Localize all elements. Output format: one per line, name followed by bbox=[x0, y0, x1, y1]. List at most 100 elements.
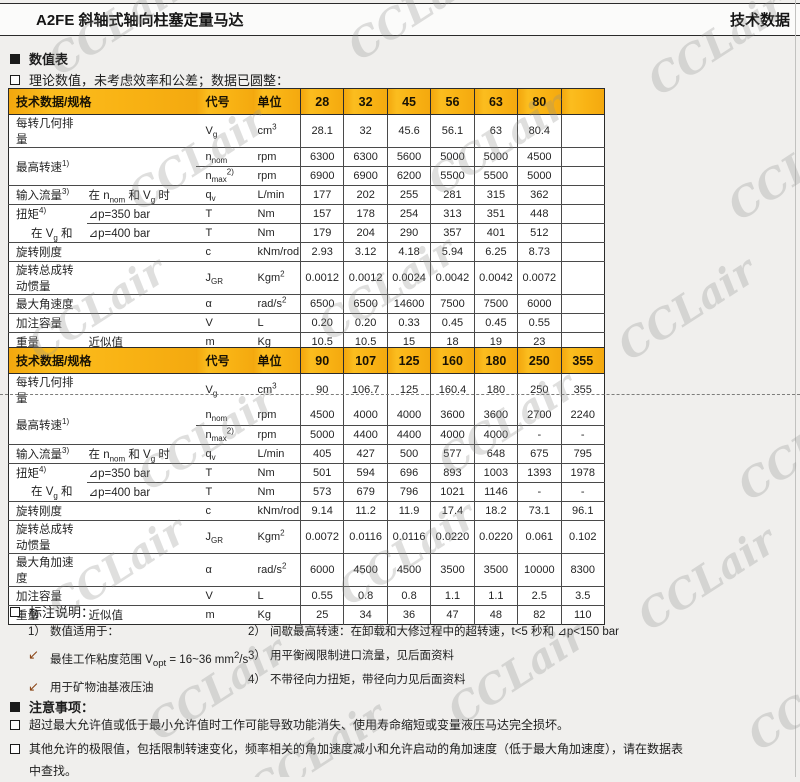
value-cell: 17.4 bbox=[430, 500, 475, 520]
value-cell: 0.45 bbox=[430, 313, 475, 333]
row-sublabel bbox=[86, 552, 196, 586]
unit-cell: Kg bbox=[252, 332, 301, 352]
value-cell: 5600 bbox=[386, 147, 431, 167]
value-cell: 4000 bbox=[430, 424, 475, 444]
table-row: 重量 近似值 m Kg 25 34 36 47 48 82 110 bbox=[8, 604, 605, 624]
value-cell: 180 bbox=[473, 373, 518, 406]
table-row: 最高转速1) nnom rpm 4500 4000 4000 3600 3600 2700 224… bbox=[9, 406, 605, 432]
value-cell: 254 bbox=[386, 204, 431, 224]
table-row: 最大角速度 α rad/s2 6500 6500 14600 7500 7500 6000 bbox=[8, 294, 605, 314]
value-cell: 2.5 bbox=[517, 585, 562, 605]
value-cell: 0.0024 bbox=[386, 261, 431, 295]
value-cell: 0.8 bbox=[386, 585, 431, 605]
value-cell: 11.9 bbox=[386, 500, 431, 520]
value-cell: 6000 bbox=[517, 294, 562, 314]
notice-text: 其他允许的极限值，包括限制转速变化，频率相关的角加速度减小和允许启动的角加速度（… bbox=[29, 742, 684, 778]
row-sublabel: ⊿p=350 bar bbox=[86, 204, 196, 224]
unit-cell: cm3 bbox=[257, 381, 277, 396]
value-cell: 0.0042 bbox=[430, 261, 475, 295]
value-cell: 6500 bbox=[299, 294, 344, 314]
value-cell: 0.102 bbox=[560, 519, 605, 553]
footnote-item: 3） 用平衡阀限制进口流量，见后面资料 bbox=[248, 649, 619, 663]
row-sublabel: 近似值 bbox=[86, 604, 196, 624]
value-cell: 0.0012 bbox=[343, 261, 388, 295]
table-row: 扭矩4) ⊿p=350 bar T Nm 501 594 696 893 1003 1393 197… bbox=[8, 462, 605, 482]
value-cell: 4400 bbox=[343, 424, 388, 444]
open-square-icon bbox=[10, 74, 20, 85]
watermark-text: CCLair bbox=[719, 106, 800, 231]
column-header-symbol: 代号 bbox=[195, 347, 253, 374]
table-row: 每转几何排量 Vg cm3 28.1 32 45.6 56.1 63 80.4 bbox=[9, 114, 605, 148]
footnotes-title-text: 标注说明： bbox=[29, 605, 95, 620]
value-cell: 177 bbox=[299, 185, 344, 205]
notice-item: 其他允许的极限值，包括限制转速变化，频率相关的角加速度减小和允许启动的角加速度（… bbox=[10, 738, 684, 782]
value-cell: 106.7 bbox=[343, 373, 388, 406]
row-sublabel bbox=[86, 261, 196, 295]
column-header-size: 28 bbox=[299, 88, 344, 115]
column-header-size: 180 bbox=[473, 347, 518, 374]
row-label: 重量 bbox=[8, 332, 87, 352]
footnote-text: 用平衡阀限制进口流量，见后面资料 bbox=[270, 650, 454, 662]
value-cell: 6900 bbox=[343, 166, 388, 186]
value-cell: 357 bbox=[430, 223, 475, 243]
value-cell: 0.0220 bbox=[473, 519, 518, 553]
value-cell: - bbox=[517, 424, 562, 444]
value-cell: 157 bbox=[299, 204, 344, 224]
value-cell: 281 bbox=[430, 185, 475, 205]
value-cell: 4500 bbox=[343, 552, 388, 586]
section-title-text: 数值表 bbox=[29, 52, 69, 67]
column-header-unit: 单位 bbox=[252, 347, 301, 374]
value-cell: 1978 bbox=[560, 462, 605, 482]
empty-cell bbox=[560, 313, 605, 333]
row-label: 每转几何排量 bbox=[16, 377, 74, 405]
value-cell: 3500 bbox=[430, 552, 475, 586]
value-cell: 23 bbox=[517, 332, 562, 352]
value-cell: 19 bbox=[473, 332, 518, 352]
row-sublabel bbox=[87, 374, 196, 407]
footnote-text: 最佳工作粘度范围 Vopt = 16~36 mm2/s bbox=[50, 650, 249, 670]
row-label: 输入流量3) bbox=[8, 185, 87, 205]
page-break-dashed-line bbox=[0, 394, 800, 395]
value-cell: 9.14 bbox=[299, 500, 344, 520]
row-label: 在 Vg 和 bbox=[31, 486, 73, 501]
column-header-symbol: 代号 bbox=[195, 88, 253, 115]
value-cell: 5500 bbox=[430, 166, 475, 186]
value-cell: 2700 bbox=[517, 406, 562, 425]
column-header-size: 250 bbox=[517, 347, 562, 374]
empty-cell bbox=[560, 185, 605, 205]
value-cell: 3600 bbox=[473, 406, 518, 425]
row-sublabel bbox=[87, 115, 196, 148]
value-cell: 679 bbox=[343, 481, 388, 501]
value-cell: 3.12 bbox=[343, 242, 388, 262]
document-header: A2FE 斜轴式轴向柱塞定量马达 技术数据 bbox=[0, 3, 800, 36]
notice-item: 超过最大允许值或低于最小允许值时工作可能导致功能消失、使用寿命缩短或变量液压马达… bbox=[10, 714, 569, 736]
footnote-item: ↙ 最佳工作粘度范围 Vopt = 16~36 mm2/s bbox=[28, 648, 249, 671]
table-row: 每转几何排量 Vg cm3 90 106.7 125 160.4 180 250 355 bbox=[9, 373, 605, 407]
unit-cell: kNm/rod bbox=[252, 242, 301, 262]
symbol-cell: m bbox=[195, 332, 253, 352]
row-label: 旋转总成转动惯量 bbox=[8, 519, 87, 553]
value-cell: 4400 bbox=[386, 424, 431, 444]
value-cell: 0.0116 bbox=[343, 519, 388, 553]
unit-cell: rpm bbox=[252, 147, 301, 167]
row-label: 最大角速度 bbox=[8, 294, 87, 314]
value-cell: 6500 bbox=[343, 294, 388, 314]
filled-square-icon bbox=[10, 701, 20, 712]
row-sublabel: 在 nnom 和 Vg 时 bbox=[86, 185, 196, 205]
value-cell: 6300 bbox=[299, 147, 344, 167]
value-cell: 1146 bbox=[473, 481, 518, 501]
table-row: 旋转刚度 c kNm/rod 2.93 3.12 4.18 5.94 6.25 8.73 bbox=[8, 242, 605, 262]
row-label: 旋转刚度 bbox=[8, 242, 87, 262]
symbol-cell: nmax2) bbox=[195, 166, 253, 186]
row-label: 加注容量 bbox=[8, 585, 87, 605]
table-row: 在 Vg 和 ⊿p=400 bar T Nm 573 679 796 1021 1146- - bbox=[9, 481, 605, 501]
symbol-cell: T bbox=[195, 481, 253, 501]
unit-cell: Kg bbox=[252, 604, 301, 624]
unit-cell: L bbox=[252, 313, 301, 333]
table-row: 加注容量 V L 0.55 0.8 0.8 1.1 1.1 2.5 3.5 bbox=[8, 585, 605, 605]
value-cell: 255 bbox=[386, 185, 431, 205]
row-sublabel bbox=[86, 313, 196, 333]
footnote-marker: 3） bbox=[248, 650, 266, 662]
value-cell: 6200 bbox=[386, 166, 431, 186]
row-sublabel bbox=[86, 500, 196, 520]
